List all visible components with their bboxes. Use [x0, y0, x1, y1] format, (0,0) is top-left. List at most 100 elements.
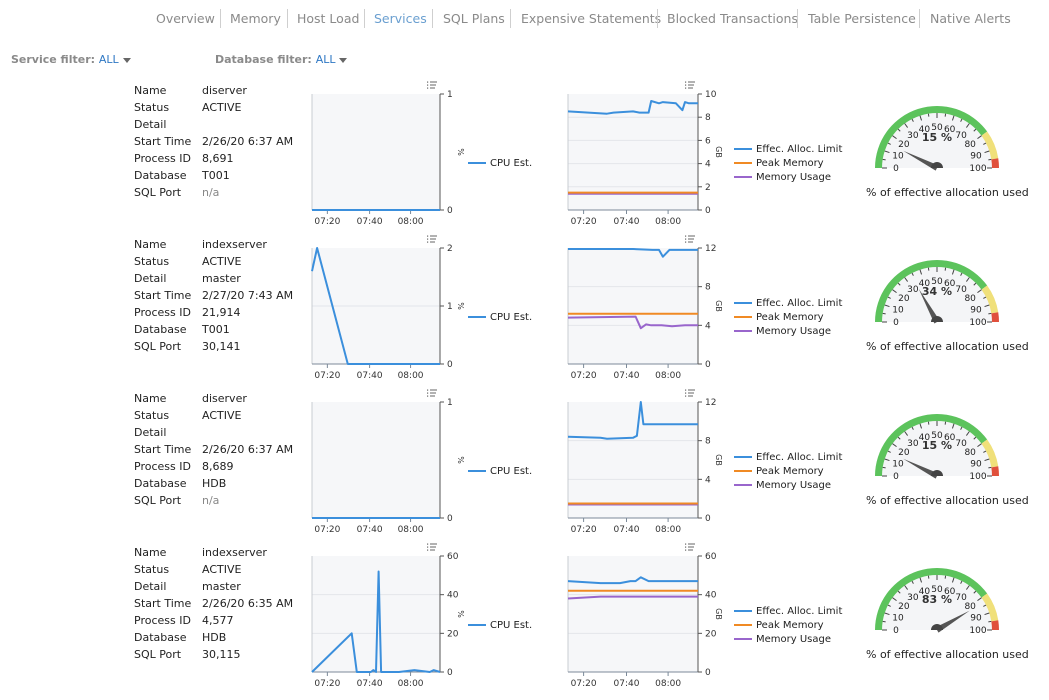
- tab-divider: [220, 9, 221, 28]
- menu-icon-dot: [427, 236, 428, 237]
- legend-swatch: [734, 316, 752, 318]
- tab-overview[interactable]: Overview: [156, 11, 215, 26]
- legend-label: Peak Memory: [756, 158, 824, 169]
- legend-cpu-est[interactable]: CPU Est.: [468, 158, 532, 169]
- y-tick-label: 60: [705, 552, 717, 562]
- tab-services[interactable]: Services: [374, 11, 427, 26]
- tab-native-alerts[interactable]: Native Alerts: [930, 11, 1011, 26]
- y-tick-label: 1: [447, 302, 453, 312]
- legend-effec-alloc-limit[interactable]: Effec. Alloc. Limit: [734, 144, 842, 155]
- y-unit-label: GB: [714, 146, 723, 158]
- legend-peak-memory[interactable]: Peak Memory: [734, 620, 824, 631]
- tab-sql-plans[interactable]: SQL Plans: [443, 11, 505, 26]
- y-unit-label: %: [456, 456, 465, 464]
- menu-icon-dot: [685, 547, 686, 548]
- legend-effec-alloc-limit[interactable]: Effec. Alloc. Limit: [734, 606, 842, 617]
- x-tick-label: 07:40: [614, 525, 640, 535]
- service-filter-value[interactable]: ALL: [99, 53, 119, 66]
- gauge-value: 15 %: [922, 131, 952, 144]
- legend-memory-usage[interactable]: Memory Usage: [734, 326, 831, 337]
- tab-host-load[interactable]: Host Load: [297, 11, 359, 26]
- gauge-scale-label: 10: [892, 459, 904, 469]
- gauge-scale-label: 30: [907, 439, 919, 449]
- menu-icon-dot: [685, 236, 686, 237]
- legend-cpu-est[interactable]: CPU Est.: [468, 312, 532, 323]
- chevron-down-icon[interactable]: [123, 58, 131, 63]
- legend-swatch: [734, 148, 752, 150]
- tab-divider: [364, 9, 365, 28]
- gauge-scale-label: 10: [892, 613, 904, 623]
- menu-icon-dot: [685, 550, 686, 551]
- gauge-scale-label: 0: [893, 318, 899, 328]
- x-tick-label: 07:40: [357, 525, 383, 535]
- field-value-detail: master: [202, 580, 241, 593]
- legend-effec-alloc-limit[interactable]: Effec. Alloc. Limit: [734, 298, 842, 309]
- legend-label: Effec. Alloc. Limit: [756, 452, 842, 463]
- field-value-name: diserver: [202, 84, 247, 97]
- legend-label: Effec. Alloc. Limit: [756, 606, 842, 617]
- legend-label: Effec. Alloc. Limit: [756, 144, 842, 155]
- menu-icon-dot: [685, 544, 686, 545]
- x-tick-label: 07:40: [614, 217, 640, 227]
- x-tick-label: 07:20: [314, 217, 340, 227]
- x-tick-label: 08:00: [398, 371, 424, 381]
- gauge-band-red: [991, 466, 999, 476]
- field-label-database: Database: [134, 477, 187, 490]
- menu-icon-dot: [685, 390, 686, 391]
- gauge-scale-label: 0: [893, 164, 899, 174]
- tab-table-persistence[interactable]: Table Persistence: [808, 11, 916, 26]
- menu-icon-dot: [685, 396, 686, 397]
- chart-menu-icon[interactable]: [427, 82, 437, 89]
- field-label-database: Database: [134, 323, 187, 336]
- y-tick-label: 20: [447, 629, 459, 639]
- gauge-band-red: [991, 312, 999, 322]
- service-filter[interactable]: Service filter: ALL: [11, 53, 131, 66]
- y-tick-label: 20: [705, 629, 717, 639]
- tab-memory[interactable]: Memory: [230, 11, 281, 26]
- legend-swatch: [468, 624, 486, 626]
- field-value-name: diserver: [202, 392, 247, 405]
- field-value-process-id: 8,691: [202, 152, 234, 165]
- tab-blocked-transactions[interactable]: Blocked Transactions: [667, 11, 798, 26]
- field-label-name: Name: [134, 238, 166, 251]
- y-tick-label: 0: [447, 668, 453, 678]
- field-value-status: ACTIVE: [202, 409, 241, 422]
- y-tick-label: 0: [447, 514, 453, 524]
- legend-peak-memory[interactable]: Peak Memory: [734, 158, 824, 169]
- legend-memory-usage[interactable]: Memory Usage: [734, 480, 831, 491]
- field-label-sql-port: SQL Port: [134, 648, 181, 661]
- legend-effec-alloc-limit[interactable]: Effec. Alloc. Limit: [734, 452, 842, 463]
- legend-peak-memory[interactable]: Peak Memory: [734, 466, 824, 477]
- y-tick-label: 12: [705, 398, 716, 408]
- legend-memory-usage[interactable]: Memory Usage: [734, 634, 831, 645]
- menu-icon-dot: [685, 88, 686, 89]
- y-unit-label: %: [456, 610, 465, 618]
- tab-expensive-statements[interactable]: Expensive Statements: [521, 11, 661, 26]
- gauge-scale-label: 90: [970, 151, 982, 161]
- chart-menu-icon[interactable]: [685, 82, 695, 89]
- menu-icon-dot: [427, 239, 428, 240]
- gauge-scale-label: 30: [907, 593, 919, 603]
- legend-cpu-est[interactable]: CPU Est.: [468, 466, 532, 477]
- field-label-sql-port: SQL Port: [134, 340, 181, 353]
- legend-label: Memory Usage: [756, 480, 831, 491]
- legend-memory-usage[interactable]: Memory Usage: [734, 172, 831, 183]
- field-label-detail: Detail: [134, 426, 166, 439]
- menu-icon-dot: [427, 85, 428, 86]
- field-label-detail: Detail: [134, 118, 166, 131]
- field-value-status: ACTIVE: [202, 255, 241, 268]
- database-filter-value[interactable]: ALL: [316, 53, 336, 66]
- database-filter[interactable]: Database filter: ALL: [215, 53, 347, 66]
- chevron-down-icon[interactable]: [339, 58, 347, 63]
- legend-cpu-est[interactable]: CPU Est.: [468, 620, 532, 631]
- menu-icon-dot: [427, 88, 428, 89]
- legend-peak-memory[interactable]: Peak Memory: [734, 312, 824, 323]
